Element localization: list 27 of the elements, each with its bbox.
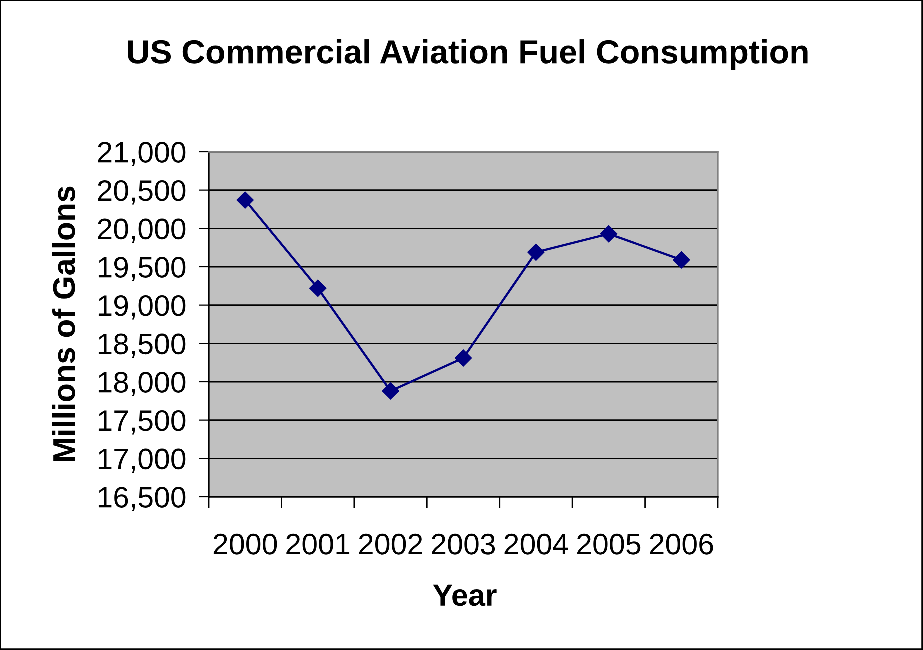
point	[528, 244, 545, 261]
x-tick-label: 2003	[432, 534, 496, 555]
point	[382, 382, 400, 400]
point	[310, 280, 327, 298]
y-tick-label: 19,000	[98, 295, 186, 320]
point	[673, 252, 690, 269]
point	[236, 192, 254, 209]
y-tick-label: 18,000	[98, 372, 186, 396]
y-tick-label: 21,000	[98, 142, 186, 166]
y-axis-title: Millions of Gallons	[52, 186, 76, 462]
chart-title: US Commercial Aviation Fuel Consumption	[128, 40, 808, 70]
x-tick-label: 2006	[650, 534, 714, 555]
y-tick-label: 20,000	[98, 218, 186, 244]
x-tick-label: 2005	[578, 534, 641, 555]
point	[454, 350, 472, 367]
y-tick-label: 16,500	[98, 487, 186, 512]
x-tick-label: 2002	[359, 534, 422, 555]
x-tick-label: 2004	[504, 534, 568, 555]
y-tick-label: 20,500	[98, 180, 186, 205]
y-tick-label: 19,500	[98, 257, 186, 282]
y-tick-label: 17,500	[98, 410, 186, 435]
y-tick-label: 18,500	[98, 334, 186, 358]
x-tick-label: 2000	[214, 534, 278, 555]
x-tick-label: 2001	[286, 534, 350, 555]
x-axis-title: Year	[433, 584, 497, 606]
point	[600, 225, 618, 243]
y-tick-label: 17,000	[98, 448, 186, 474]
